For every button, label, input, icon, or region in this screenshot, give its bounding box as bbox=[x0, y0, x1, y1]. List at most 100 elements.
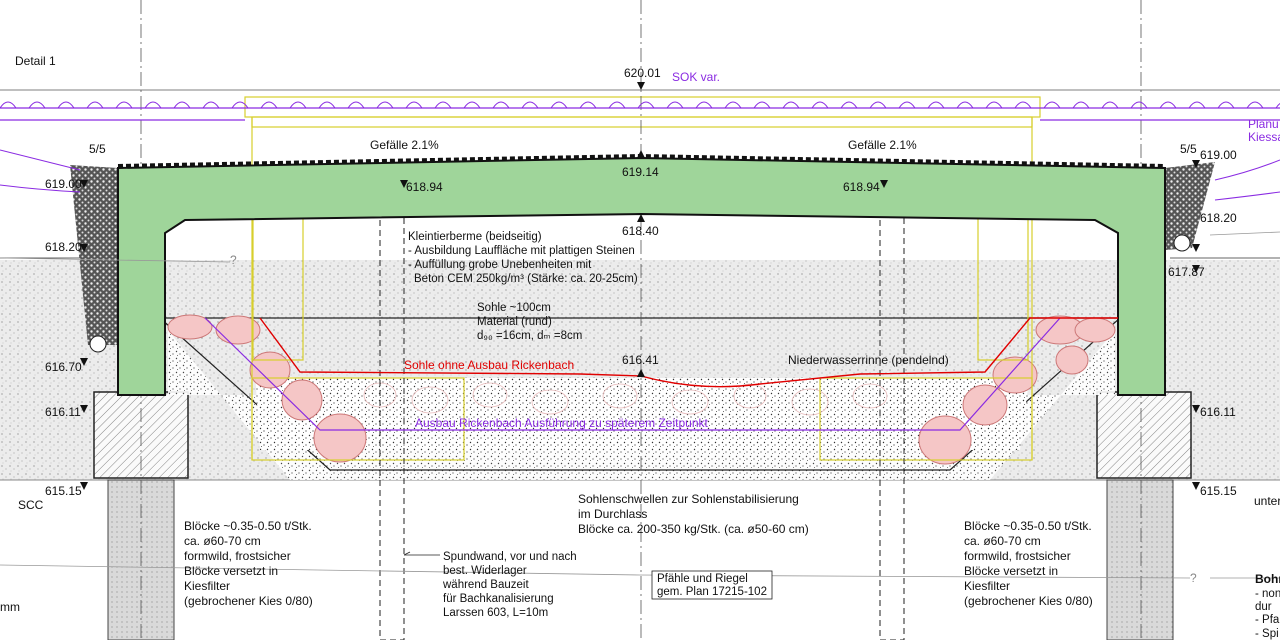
pavement-arc bbox=[86, 101, 104, 109]
sok-label: SOK var. bbox=[672, 70, 720, 84]
svg-text:d₉₀ =16cm, dₘ =8cm: d₉₀ =16cm, dₘ =8cm bbox=[477, 330, 582, 342]
ratio-right: 5/5 bbox=[1180, 142, 1197, 156]
pavement-arc bbox=[550, 101, 568, 109]
pavement-arc bbox=[695, 101, 713, 109]
pavement-arc bbox=[173, 101, 191, 109]
pavement-arc bbox=[1014, 101, 1032, 109]
qmark-right: ? bbox=[1190, 571, 1197, 585]
svg-text:im Durchlass: im Durchlass bbox=[578, 507, 647, 521]
svg-text:- Pfa: - Pfa bbox=[1255, 614, 1280, 626]
pavement-arc bbox=[376, 101, 394, 109]
pavement-arc bbox=[753, 101, 771, 109]
pavement-arc bbox=[1246, 101, 1264, 109]
elev-right-615: 615.15 bbox=[1200, 484, 1237, 498]
slope-lines-side bbox=[0, 149, 1280, 201]
pavement-arc bbox=[405, 101, 423, 109]
pavement-arc bbox=[608, 101, 626, 109]
pavement-arc bbox=[898, 101, 916, 109]
svg-text:Blöcke ca. 200-350 kg/Stk. (ca: Blöcke ca. 200-350 kg/Stk. (ca. ø50-60 c… bbox=[578, 522, 809, 536]
drawing-title: Detail 1 bbox=[15, 54, 56, 68]
svg-text:(gebrochener Kies 0/80): (gebrochener Kies 0/80) bbox=[964, 594, 1093, 608]
reference-lines-yellow bbox=[244, 96, 1041, 461]
pavement-arc bbox=[1188, 101, 1206, 109]
pavement-arc bbox=[434, 101, 452, 109]
riprap-stones bbox=[167, 314, 1116, 465]
note-bloecke-left: Blöcke ~0.35-0.50 t/Stk. ca. ø60-70 cm f… bbox=[184, 519, 313, 608]
svg-text:für Bachkanalisierung: für Bachkanalisierung bbox=[443, 593, 554, 605]
svg-text:Kleintierberme (beidseitig): Kleintierberme (beidseitig) bbox=[408, 231, 542, 243]
planum-label: Planu bbox=[1248, 117, 1279, 131]
pavement-arc bbox=[637, 101, 655, 109]
pavement-arc bbox=[231, 101, 249, 109]
pavement-arc bbox=[1159, 101, 1177, 109]
qmark-left: ? bbox=[230, 253, 237, 267]
elev-left-616: 616.70 bbox=[45, 360, 82, 374]
elev-top: 620.01 bbox=[624, 66, 661, 80]
svg-text:Larssen 603, L=10m: Larssen 603, L=10m bbox=[443, 607, 548, 619]
pavement-arc bbox=[927, 101, 945, 109]
svg-text:Kiesfilter: Kiesfilter bbox=[184, 579, 230, 593]
pavement-arcs bbox=[0, 101, 1280, 109]
svg-text:Kiesfilter: Kiesfilter bbox=[964, 579, 1010, 593]
pavement-arc bbox=[202, 101, 220, 109]
svg-text:Blöcke versetzt in: Blöcke versetzt in bbox=[184, 564, 278, 578]
svg-text:gem. Plan 17215-102: gem. Plan 17215-102 bbox=[657, 586, 767, 598]
ausbau-label: Ausbau Rickenbach Ausführung zu späterem… bbox=[415, 416, 709, 430]
pavement-arc bbox=[0, 101, 17, 109]
pavement-arc bbox=[1217, 101, 1235, 109]
slope-right: Gefälle 2.1% bbox=[848, 138, 917, 152]
elev-right-618: 618.20 bbox=[1200, 211, 1237, 225]
note-kleintier: Kleintierberme (beidseitig) - Ausbildung… bbox=[408, 231, 638, 285]
elev-left-61611: 616.11 bbox=[45, 405, 81, 419]
elev-left-619: 619.00 bbox=[45, 177, 82, 191]
svg-text:- Auffüllung grobe Unebenheite: - Auffüllung grobe Unebenheiten mit bbox=[408, 259, 592, 271]
embankment-rock bbox=[70, 162, 1215, 345]
pavement-arc bbox=[289, 101, 307, 109]
unter-label: unter bbox=[1254, 494, 1280, 508]
note-spundwand: Spundwand, vor und nach best. Widerlager… bbox=[442, 551, 577, 619]
elev-left-618: 618.20 bbox=[45, 240, 82, 254]
svg-text:best. Widerlager: best. Widerlager bbox=[443, 565, 527, 577]
pavement-arc bbox=[28, 101, 46, 109]
pavement-arc bbox=[144, 101, 162, 109]
svg-text:- Spi: - Spi bbox=[1255, 628, 1279, 640]
pavement-arc bbox=[1043, 101, 1061, 109]
elev-soffit: 618.40 bbox=[622, 224, 659, 238]
svg-text:- Ausbildung Lauffläche mit pl: - Ausbildung Lauffläche mit plattigen St… bbox=[408, 245, 635, 257]
culvert-frame bbox=[117, 156, 1166, 396]
slope-left: Gefälle 2.1% bbox=[370, 138, 439, 152]
elev-deck-right: 618.94 bbox=[843, 180, 880, 194]
svg-text:während Bauzeit: während Bauzeit bbox=[442, 579, 529, 591]
svg-text:ca. ø60-70 cm: ca. ø60-70 cm bbox=[184, 534, 261, 548]
note-bloecke-right: Blöcke ~0.35-0.50 t/Stk. ca. ø60-70 cm f… bbox=[964, 519, 1093, 608]
pavement-arc bbox=[521, 101, 539, 109]
sohle-ohne-label: Sohle ohne Ausbau Rickenbach bbox=[404, 358, 574, 372]
pavement-arc bbox=[463, 101, 481, 109]
svg-text:Blöcke versetzt in: Blöcke versetzt in bbox=[964, 564, 1058, 578]
pavement-arc bbox=[115, 101, 133, 109]
svg-text:Beton CEM 250kg/m³ (Stärke: ca: Beton CEM 250kg/m³ (Stärke: ca. 20-25cm) bbox=[414, 273, 638, 285]
pavement-arc bbox=[985, 101, 1003, 109]
ratio-left: 5/5 bbox=[89, 142, 106, 156]
svg-text:Sohle ~100cm: Sohle ~100cm bbox=[477, 302, 551, 314]
svg-text:dur: dur bbox=[1255, 601, 1272, 613]
svg-text:Material (rund): Material (rund) bbox=[477, 316, 552, 328]
pavement-arc bbox=[492, 101, 510, 109]
elev-deck-left: 618.94 bbox=[406, 180, 443, 194]
note-schwellen: Sohlenschwellen zur Sohlenstabilisierung… bbox=[578, 492, 809, 536]
elev-right-61611: 616.11 bbox=[1200, 405, 1236, 419]
elev-channel: 616.41 bbox=[622, 353, 659, 367]
kiessa-label: Kiessa bbox=[1248, 130, 1280, 144]
ausbau-line bbox=[204, 317, 1061, 431]
pavement-arc bbox=[57, 101, 75, 109]
note-sohle: Sohle ~100cm Material (rund) d₉₀ =16cm, … bbox=[477, 302, 582, 342]
elev-right-617: 617.87 bbox=[1168, 265, 1205, 279]
pavement-arc bbox=[1130, 101, 1148, 109]
elev-left-615: 615.15 bbox=[45, 484, 82, 498]
svg-text:Blöcke ~0.35-0.50 t/Stk.: Blöcke ~0.35-0.50 t/Stk. bbox=[964, 519, 1092, 533]
pavement-arc bbox=[840, 101, 858, 109]
svg-text:formwild, frostsicher: formwild, frostsicher bbox=[184, 549, 291, 563]
road-layers bbox=[0, 89, 1280, 121]
pavement-arc bbox=[956, 101, 974, 109]
